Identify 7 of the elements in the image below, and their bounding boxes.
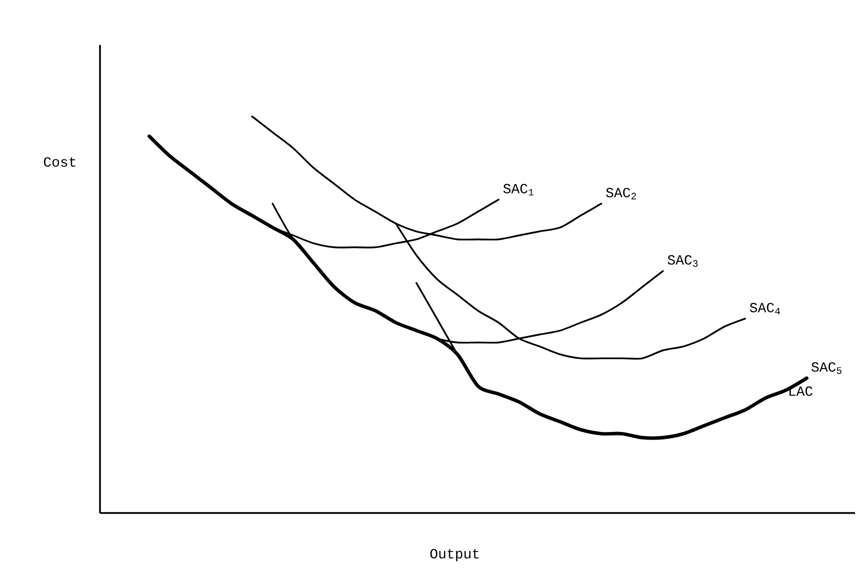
series-label: SAC$_{5}$ <box>812 362 842 374</box>
x-axis-title: Output <box>430 548 479 562</box>
series-label: SAC$_{1}$ <box>503 184 534 196</box>
series-label: SAC$_{3}$ <box>668 255 698 267</box>
series-label: SAC$_{2}$ <box>606 188 636 200</box>
series-label: SAC$_{4}$ <box>750 302 780 314</box>
y-axis-title: Cost <box>44 157 76 167</box>
